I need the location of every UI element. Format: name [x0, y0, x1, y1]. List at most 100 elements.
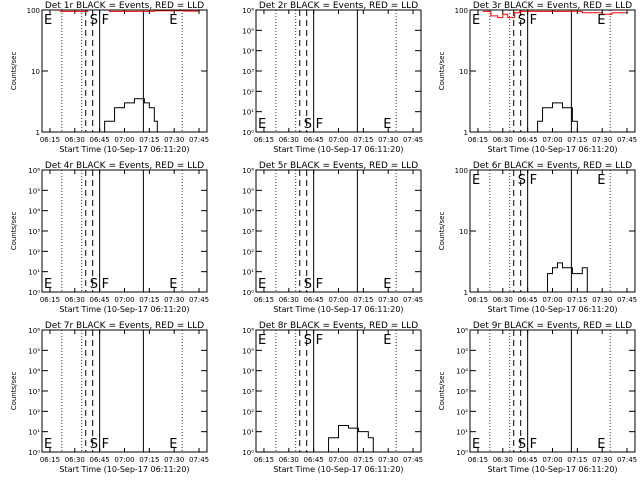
- event-marker-F: F: [530, 13, 537, 28]
- x-tick-label: 06:45: [518, 136, 538, 144]
- panel-title: Det 7r BLACK = Events, RED = LLD: [45, 321, 204, 331]
- x-tick-label: 07:15: [139, 136, 159, 144]
- y-tick-label: 10²: [456, 408, 468, 416]
- y-tick-label: 10²: [28, 248, 40, 256]
- y-tick-label: 10⁵: [28, 347, 40, 355]
- x-axis-label: Start Time (10-Sep-17 06:11:20): [273, 145, 403, 154]
- event-marker-S: S: [518, 437, 526, 452]
- x-tick-label: 06:30: [493, 296, 513, 304]
- event-marker-F: F: [316, 117, 323, 132]
- y-tick-label: 10⁵: [242, 27, 254, 35]
- event-marker-E: E: [169, 437, 177, 452]
- x-tick-label: 07:00: [328, 296, 348, 304]
- event-marker-F: F: [102, 277, 109, 292]
- y-tick-label: 1: [464, 129, 468, 137]
- x-tick-label: 06:15: [468, 296, 488, 304]
- x-tick-label: 07:00: [542, 456, 562, 464]
- x-tick-label: 06:30: [65, 136, 85, 144]
- x-axis-label: Start Time (10-Sep-17 06:11:20): [487, 465, 617, 474]
- y-tick-label: 10⁵: [242, 347, 254, 355]
- event-marker-E: E: [258, 117, 266, 132]
- x-tick-label: 06:15: [254, 296, 274, 304]
- x-tick-label: 07:00: [328, 456, 348, 464]
- x-tick-label: 06:45: [518, 456, 538, 464]
- x-tick-label: 07:30: [378, 136, 398, 144]
- x-tick-label: 06:15: [468, 136, 488, 144]
- y-tick-label: 10²: [242, 408, 254, 416]
- panel-title: Det 5r BLACK = Events, RED = LLD: [259, 161, 418, 171]
- panel-title: Det 9r BLACK = Events, RED = LLD: [473, 321, 632, 331]
- x-tick-label: 07:30: [378, 456, 398, 464]
- y-tick-label: 10⁰: [242, 289, 254, 297]
- y-tick-label: 10⁴: [456, 368, 468, 376]
- x-tick-label: 06:30: [493, 136, 513, 144]
- x-tick-label: 07:45: [617, 296, 637, 304]
- x-tick-label: 07:15: [353, 456, 373, 464]
- event-marker-E: E: [169, 277, 177, 292]
- series-1: [323, 425, 374, 453]
- x-tick-label: 07:30: [378, 296, 398, 304]
- panel-title: Det 3r BLACK = Events, RED = LLD: [473, 1, 632, 11]
- panel-title: Det 4r BLACK = Events, RED = LLD: [45, 161, 204, 171]
- x-axis-label: Start Time (10-Sep-17 06:11:20): [273, 465, 403, 474]
- x-axis-label: Start Time (10-Sep-17 06:11:20): [59, 305, 189, 314]
- panel-title: Det 2r BLACK = Events, RED = LLD: [259, 1, 418, 11]
- y-axis-label: Counts/sec: [10, 212, 18, 251]
- panel-4: Det 4r BLACK = Events, RED = LLD E S F E 06:1…: [10, 161, 209, 314]
- panel-9: Det 9r BLACK = Events, RED = LLD E S F E 06:1…: [438, 321, 637, 474]
- panel-1: Det 1r BLACK = Events, RED = LLD E S F E 06:1…: [10, 1, 209, 154]
- event-marker-S: S: [518, 173, 526, 188]
- y-tick-label: 10⁶: [242, 327, 254, 335]
- x-tick-label: 07:45: [189, 296, 209, 304]
- x-tick-label: 07:15: [353, 136, 373, 144]
- y-tick-label: 10⁰: [242, 449, 254, 457]
- y-tick-label: 10⁵: [242, 187, 254, 195]
- x-tick-label: 06:45: [518, 296, 538, 304]
- event-marker-F: F: [102, 437, 109, 452]
- x-tick-label: 07:00: [114, 456, 134, 464]
- y-tick-label: 10: [31, 68, 40, 76]
- y-axis-label: Counts/sec: [438, 212, 446, 251]
- event-marker-E: E: [383, 117, 391, 132]
- panel-title: Det 1r BLACK = Events, RED = LLD: [45, 1, 204, 11]
- y-tick-label: 10²: [28, 408, 40, 416]
- y-tick-label: 10⁴: [242, 208, 254, 216]
- event-marker-S: S: [304, 333, 312, 348]
- x-tick-label: 06:45: [90, 136, 110, 144]
- event-marker-E: E: [472, 173, 480, 188]
- x-tick-label: 06:30: [279, 136, 299, 144]
- x-tick-label: 07:15: [139, 456, 159, 464]
- event-marker-F: F: [316, 277, 323, 292]
- event-marker-E: E: [472, 437, 480, 452]
- x-tick-label: 07:00: [542, 296, 562, 304]
- x-axis-label: Start Time (10-Sep-17 06:11:20): [59, 145, 189, 154]
- x-tick-label: 07:30: [164, 456, 184, 464]
- x-tick-label: 06:15: [40, 456, 60, 464]
- x-tick-label: 07:45: [189, 456, 209, 464]
- x-tick-label: 07:30: [592, 296, 612, 304]
- y-tick-label: 10⁰: [28, 449, 40, 457]
- x-tick-label: 07:00: [328, 136, 348, 144]
- series-2: [482, 10, 628, 19]
- y-axis-label: Counts/sec: [10, 52, 18, 91]
- series-1: [99, 98, 158, 133]
- y-tick-label: 10⁴: [242, 48, 254, 56]
- event-marker-S: S: [518, 13, 526, 28]
- y-tick-label: 10³: [28, 388, 40, 396]
- x-tick-label: 06:45: [304, 296, 324, 304]
- y-tick-label: 10³: [242, 68, 254, 76]
- y-tick-label: 10³: [242, 388, 254, 396]
- event-marker-E: E: [258, 333, 266, 348]
- x-tick-label: 06:30: [279, 456, 299, 464]
- y-tick-label: 10¹: [242, 109, 254, 117]
- event-marker-S: S: [90, 13, 98, 28]
- y-tick-label: 100: [455, 167, 468, 175]
- x-tick-label: 07:15: [567, 296, 587, 304]
- series-2: [59, 9, 200, 12]
- y-tick-label: 10: [459, 68, 468, 76]
- x-tick-label: 06:15: [40, 296, 60, 304]
- panel-2: Det 2r BLACK = Events, RED = LLD E S F E 06:1…: [242, 1, 423, 154]
- event-marker-E: E: [597, 13, 605, 28]
- y-tick-label: 10⁵: [28, 187, 40, 195]
- x-tick-label: 06:15: [254, 456, 274, 464]
